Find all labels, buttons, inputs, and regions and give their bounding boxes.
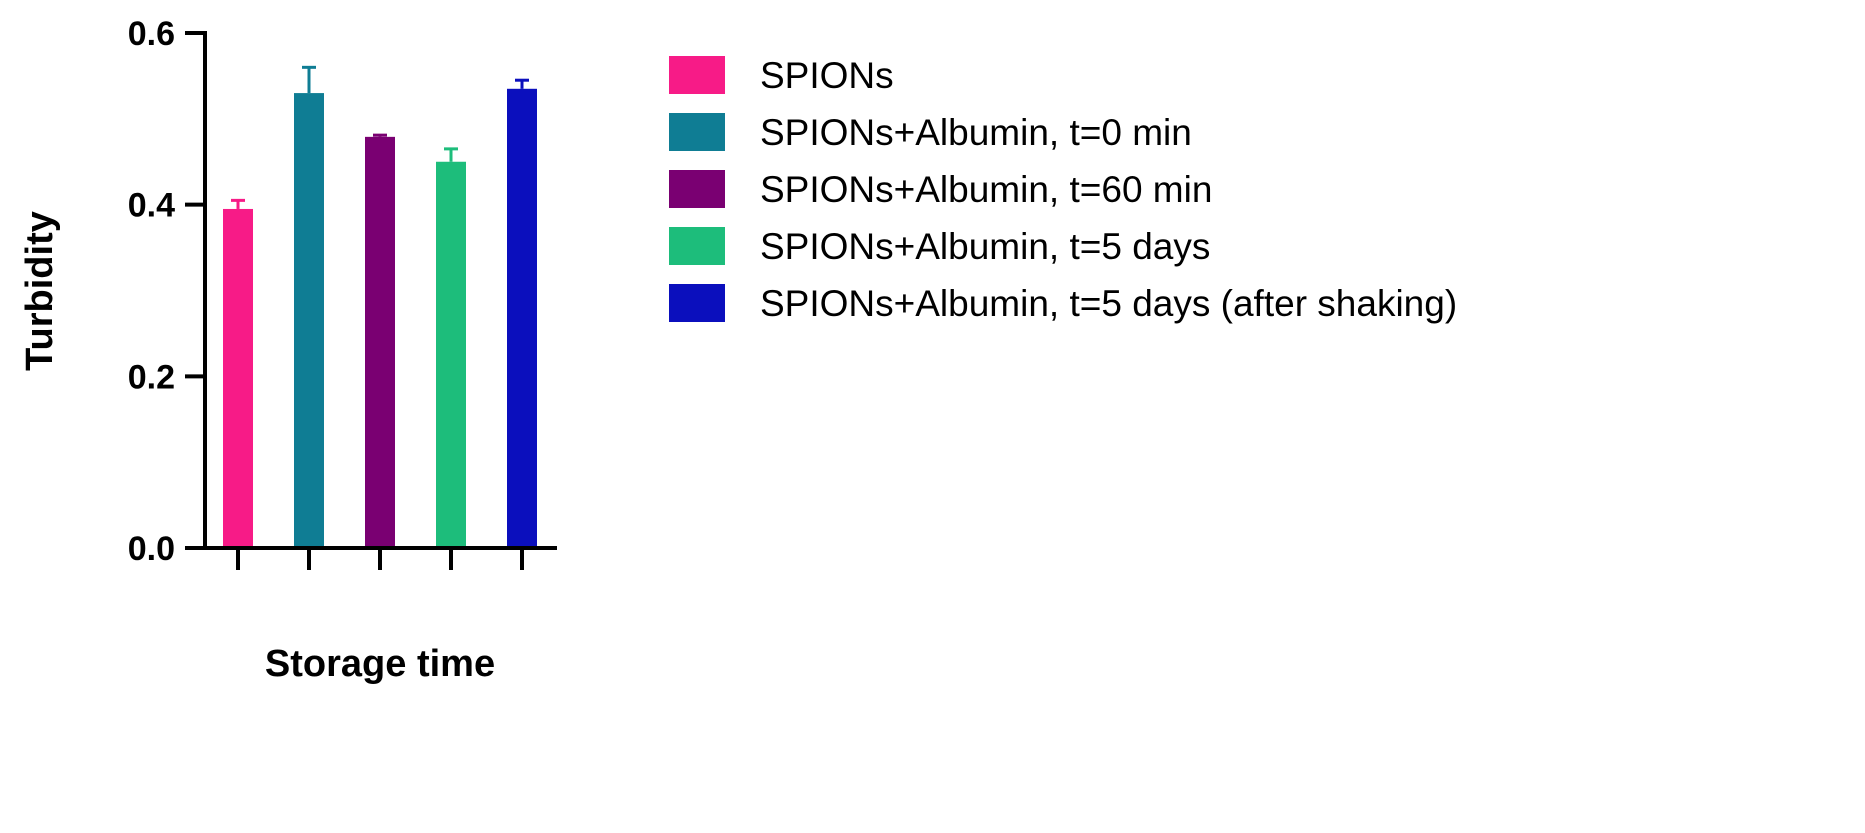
legend-swatch [669,227,725,265]
y-tick-label: 0.6 [128,15,175,53]
legend-label: SPIONs [760,55,894,96]
legend-label: SPIONs+Albumin, t=60 min [760,169,1212,210]
y-tick-label: 0.2 [128,358,175,396]
bar [294,93,324,548]
bars [223,88,537,549]
bar [436,161,466,548]
legend-swatch [669,170,725,208]
bar [507,88,537,549]
legend-label: SPIONs+Albumin, t=5 days (after shaking) [760,283,1457,324]
legend-label: SPIONs+Albumin, t=5 days [760,226,1210,267]
legend: SPIONs SPIONs+Albumin, t=0 min SPIONs+Albu… [669,55,1457,324]
bar [365,136,395,548]
y-axis-title: Turbidity [19,211,61,371]
error-bars [231,65,529,209]
bar [223,208,253,549]
y-tick-label: 0.4 [128,187,175,225]
legend-swatch [669,284,725,322]
x-ticks [236,548,524,570]
y-tick-label: 0.0 [128,530,175,568]
x-axis-title: Storage time [265,643,495,685]
legend-label: SPIONs+Albumin, t=0 min [760,112,1192,153]
legend-swatch [669,56,725,94]
y-ticks: 0.0 0.2 0.4 0.6 [128,15,205,568]
legend-swatch [669,113,725,151]
